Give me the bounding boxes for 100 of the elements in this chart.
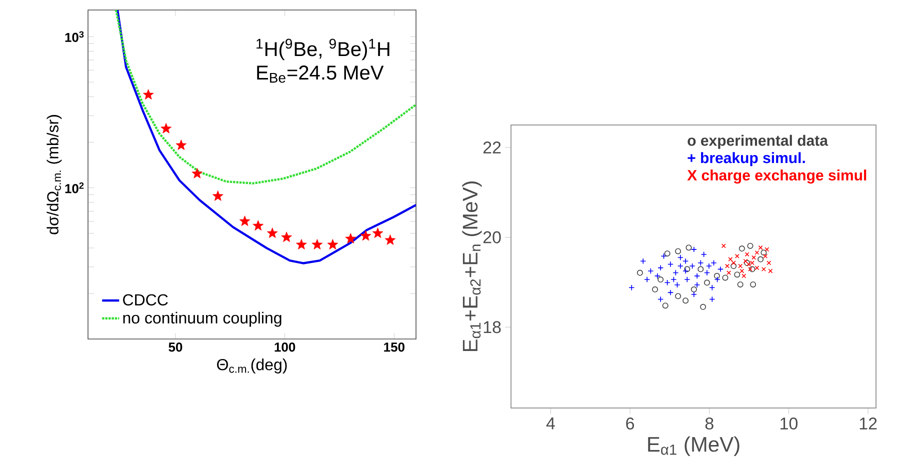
point: [698, 260, 704, 266]
annotation: E$_{Be}$=24.5 MeV: [257, 66, 384, 83]
point: [664, 280, 670, 286]
line-series: [116, 10, 416, 264]
point: [690, 246, 697, 252]
point: [752, 255, 756, 260]
text: + breakup simul.: [688, 152, 805, 166]
point: [758, 245, 763, 250]
point: [728, 257, 733, 262]
y-tick-label: 10$^{2}$: [65, 182, 84, 194]
point: [648, 268, 654, 274]
x-tick-label: 150: [384, 342, 404, 352]
x-tick-label: 12: [860, 418, 877, 430]
point: [714, 276, 720, 283]
point: [675, 293, 682, 300]
x-axis-title: Θ$_{c.m.}$(deg): [217, 358, 287, 374]
x-tick-label: 100: [274, 342, 296, 352]
point: [360, 230, 372, 241]
point: [296, 239, 307, 250]
point: [266, 228, 278, 238]
point: [644, 276, 650, 283]
point: [675, 248, 682, 254]
point: [740, 268, 744, 274]
x-axis-title: E$_{α1}$ (MeV): [648, 436, 740, 456]
point: [689, 263, 696, 270]
y-tick-label: 22: [483, 142, 501, 154]
point: [677, 263, 684, 270]
text: X charge exchange simul: [687, 170, 866, 184]
point: [160, 122, 172, 134]
point: [704, 270, 710, 276]
point: [690, 291, 697, 298]
y-axis-title: dσ/dΩ$_{c.m.}$ (mb/sr): [46, 115, 62, 234]
point: [726, 270, 732, 276]
point: [764, 247, 770, 252]
point: [652, 286, 658, 292]
point: [239, 216, 250, 226]
point: [710, 260, 717, 266]
point: [674, 282, 680, 288]
point: [734, 272, 740, 278]
point: [721, 244, 726, 248]
point: [744, 252, 750, 257]
point: [754, 250, 760, 255]
point: [714, 272, 720, 279]
point: [658, 276, 664, 283]
point: [700, 304, 706, 310]
point: [670, 276, 677, 283]
point: [192, 168, 203, 178]
point: [766, 260, 772, 266]
point: [698, 266, 704, 272]
point: [717, 266, 724, 272]
point: [748, 266, 752, 272]
point: [327, 239, 338, 250]
x-tick-label: 4: [546, 417, 555, 430]
point: [761, 266, 766, 272]
y-tick-label: 20: [483, 231, 501, 244]
point: [724, 264, 730, 268]
point: [760, 250, 767, 256]
point: [212, 190, 224, 201]
point: [658, 296, 664, 302]
point: [754, 266, 760, 270]
point: [730, 263, 737, 270]
point: [660, 253, 667, 260]
y-tick-label: 10$^{3}$: [65, 31, 84, 42]
y-tick-label: 18: [484, 321, 501, 334]
point: [750, 260, 754, 266]
point: [686, 244, 692, 251]
point: [658, 264, 664, 271]
point: [662, 302, 668, 309]
x-tick-label: 8: [705, 418, 714, 430]
point: [758, 256, 764, 262]
legend-label: CDCC: [123, 294, 168, 306]
point: [749, 266, 756, 272]
x-tick-label: 50: [168, 342, 182, 352]
point: [142, 89, 154, 100]
point: [636, 270, 643, 276]
point: [312, 239, 323, 250]
point: [709, 296, 716, 302]
point: [738, 246, 745, 252]
point: [731, 260, 736, 266]
point: [734, 254, 740, 258]
point: [682, 298, 689, 304]
legend-label: no continuum coupling: [123, 312, 282, 327]
point: [281, 232, 292, 242]
text: o experimental data: [688, 134, 828, 149]
point: [742, 274, 746, 278]
y-axis-title: E$_{α1}$+E$_{α2}$+E$_{n}$ (MeV): [462, 182, 482, 352]
point: [722, 274, 728, 281]
point: [628, 284, 635, 291]
point: [768, 268, 773, 274]
point: [700, 251, 707, 258]
point: [664, 250, 670, 256]
point: [672, 270, 679, 276]
point: [750, 281, 756, 288]
point: [743, 258, 748, 264]
point: [684, 276, 690, 283]
annotation: $^{1}$H($^{9}$Be, $^{9}$Be)$^{1}$H: [256, 38, 390, 60]
point: [667, 261, 674, 268]
point: [384, 234, 396, 245]
point: [709, 284, 716, 291]
point: [690, 286, 697, 292]
